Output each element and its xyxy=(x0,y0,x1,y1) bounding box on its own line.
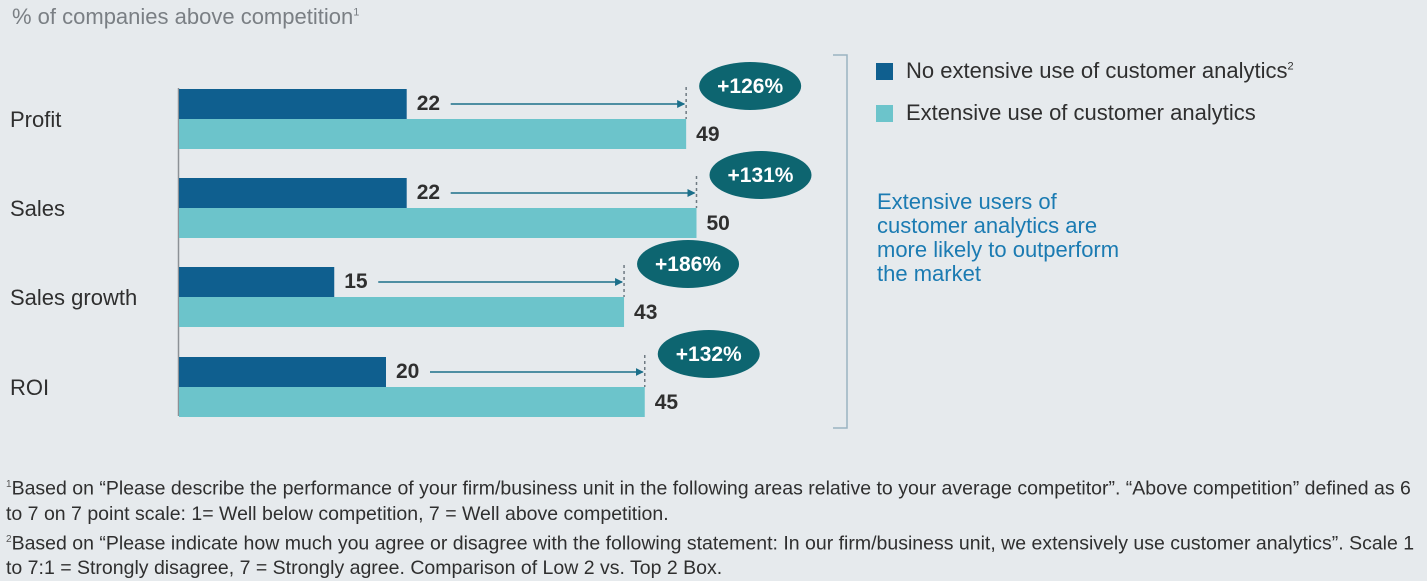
bar-no-extensive-roi xyxy=(179,357,386,387)
bar-chart: Profit 22 49 +126% Sales 22 50 +131% Sales growt… xyxy=(10,54,848,429)
footnote-1: 1Based on “Please describe the performan… xyxy=(6,477,1411,525)
legend-item-no-extensive: No extensive use of customer analytics2 xyxy=(876,50,1294,92)
bar-extensive-sales xyxy=(179,208,697,238)
value-label-no-extensive-sales-growth: 15 xyxy=(344,270,368,293)
uplift-badge-roi xyxy=(657,330,760,378)
bar-no-extensive-profit xyxy=(179,89,407,119)
bar-no-extensive-sales-growth xyxy=(179,267,335,297)
uplift-badge-sales-growth xyxy=(637,240,740,288)
legend-footnote-mark: 2 xyxy=(1287,60,1294,73)
legend-swatch-dark xyxy=(876,62,893,80)
uplift-badge-sales xyxy=(709,151,812,199)
category-label-profit: Profit xyxy=(10,107,61,132)
legend: No extensive use of customer analytics2 … xyxy=(876,50,1294,134)
legend-swatch-light xyxy=(876,104,893,122)
legend-label: Extensive use of customer analytics xyxy=(906,100,1256,125)
footnotes: 1Based on “Please describe the performan… xyxy=(6,472,1421,581)
value-label-no-extensive-roi: 20 xyxy=(396,360,419,383)
category-label-sales-growth: Sales growth xyxy=(10,285,137,310)
value-label-no-extensive-profit: 22 xyxy=(417,92,440,115)
category-label-sales: Sales xyxy=(10,196,65,221)
uplift-label-profit: +126% xyxy=(717,75,783,98)
uplift-label-sales: +131% xyxy=(728,164,794,187)
value-label-no-extensive-sales: 22 xyxy=(417,181,440,204)
legend-bracket xyxy=(833,54,848,429)
chart-subtitle: % of companies above competition1 xyxy=(12,4,360,29)
category-label-roi: ROI xyxy=(10,375,49,400)
bar-no-extensive-sales xyxy=(179,178,407,208)
value-label-extensive-sales-growth: 43 xyxy=(634,301,657,324)
uplift-label-roi: +132% xyxy=(676,343,742,366)
value-label-extensive-sales: 50 xyxy=(707,212,730,235)
footnote-2: 2Based on “Please indicate how much you … xyxy=(6,532,1415,579)
bar-extensive-sales-growth xyxy=(179,297,625,327)
legend-item-extensive: Extensive use of customer analytics xyxy=(876,92,1294,134)
value-label-extensive-roi: 45 xyxy=(655,391,679,414)
subtitle-footnote-mark: 1 xyxy=(353,6,360,19)
uplift-label-sales-growth: +186% xyxy=(655,253,721,276)
bar-extensive-profit xyxy=(179,119,687,149)
value-label-extensive-profit: 49 xyxy=(696,123,719,146)
bar-extensive-roi xyxy=(179,387,645,417)
uplift-badge-profit xyxy=(699,62,802,110)
legend-label: No extensive use of customer analytics2 xyxy=(906,58,1294,83)
callout-text: Extensive users of customer analytics ar… xyxy=(877,189,1120,286)
